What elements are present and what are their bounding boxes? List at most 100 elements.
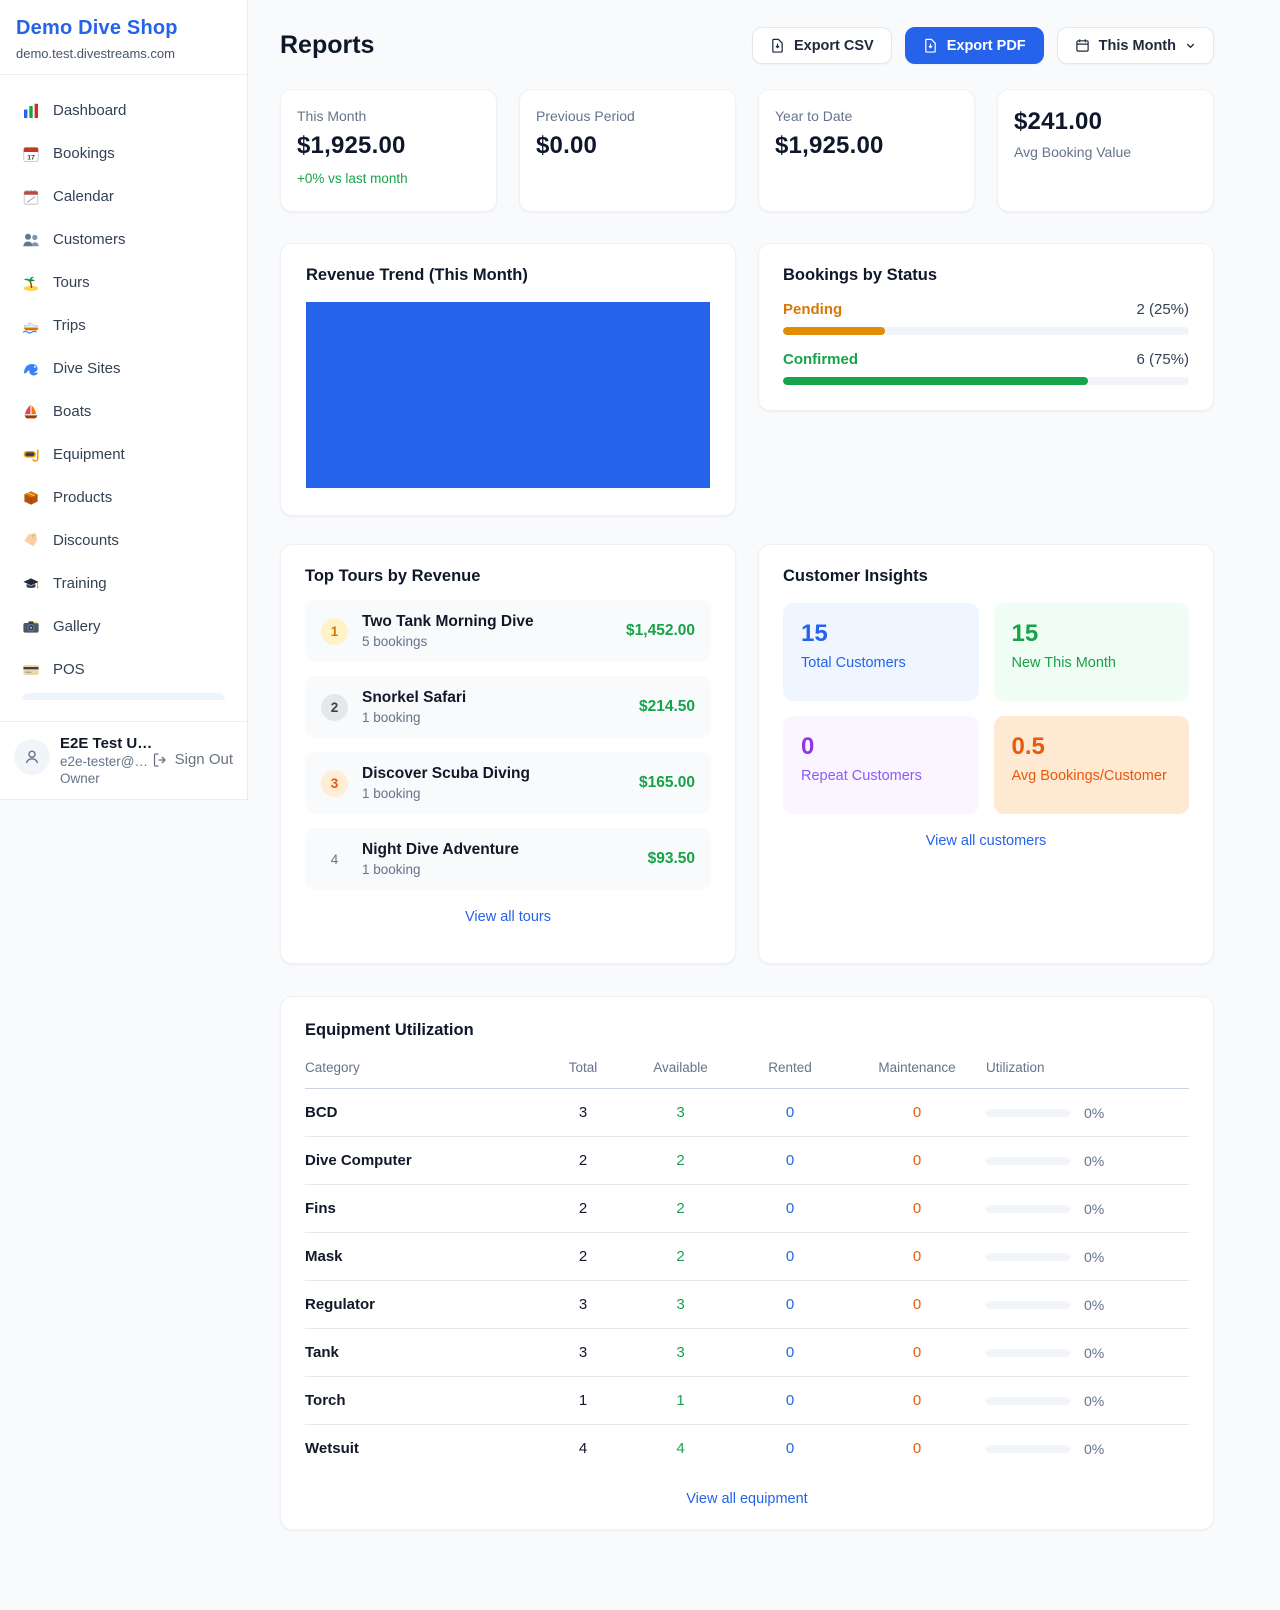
cell-maintenance: 0: [848, 1136, 986, 1185]
sidebar-item-label: Dashboard: [53, 102, 127, 119]
export-pdf-button[interactable]: Export PDF: [904, 27, 1044, 64]
cell-total: 3: [537, 1088, 629, 1137]
sidebar-item-label: Training: [53, 575, 107, 592]
customer-insights-title: Customer Insights: [783, 567, 928, 585]
rank-badge: 3: [321, 769, 348, 797]
package-icon: [22, 489, 40, 507]
rank-badge: 1: [321, 617, 348, 645]
sidebar-item-label: Discounts: [53, 532, 119, 549]
stat-value: $1,925.00: [297, 132, 406, 159]
col-utilization: Utilization: [986, 1060, 1189, 1089]
sidebar-item-discounts[interactable]: Discounts: [12, 519, 235, 562]
bookings-by-status-card: Bookings by Status Pending 2 (25%) Confi…: [758, 243, 1214, 411]
brand-title[interactable]: Demo Dive Shop: [16, 17, 178, 39]
cell-maintenance: 0: [848, 1232, 986, 1281]
stat-value: $1,925.00: [775, 132, 884, 159]
utilization-pct: 0%: [1084, 1344, 1105, 1361]
sidebar-item-products[interactable]: Products: [12, 476, 235, 519]
col-total: Total: [537, 1060, 629, 1089]
cell-total: 3: [537, 1328, 629, 1377]
tile-label: New This Month: [1011, 655, 1117, 671]
sidebar-item-customers[interactable]: Customers: [12, 218, 235, 261]
sidebar-item-gallery[interactable]: Gallery: [12, 605, 235, 648]
sidebar-item-bookings[interactable]: 17 Bookings: [12, 132, 235, 175]
stat-card-previous-period: Previous Period $0.00: [519, 89, 736, 212]
top-tours-title: Top Tours by Revenue: [305, 567, 481, 585]
brand-domain: demo.test.divestreams.com: [16, 46, 175, 61]
cell-category: Torch: [305, 1376, 537, 1425]
cell-available: 3: [629, 1328, 732, 1377]
bookings-by-status-title: Bookings by Status: [783, 266, 938, 284]
status-count: 6 (75%): [1136, 351, 1189, 368]
revenue-trend-chart: [306, 302, 710, 488]
stat-cards: This Month $1,925.00 +0% vs last month P…: [280, 89, 1214, 212]
sidebar-item-dive-sites[interactable]: Dive Sites: [12, 347, 235, 390]
tile-value: 0: [801, 733, 815, 760]
sidebar-item-reports-partial[interactable]: [22, 693, 225, 700]
header-actions: Export CSV Export PDF This Month: [751, 27, 1214, 64]
sidebar-item-label: POS: [53, 661, 85, 678]
tile-value: 0.5: [1011, 733, 1045, 760]
cell-total: 2: [537, 1184, 629, 1233]
stat-card-this-month: This Month $1,925.00 +0% vs last month: [280, 89, 497, 212]
equipment-table: Category Total Available Rented Maintena…: [305, 1060, 1189, 1472]
stat-value: $241.00: [1014, 108, 1103, 135]
charts-row: Revenue Trend (This Month) Bookings by S…: [280, 243, 1214, 516]
insight-tiles: 15 Total Customers 15 New This Month 0 R…: [783, 603, 1189, 814]
period-select[interactable]: This Month: [1056, 27, 1214, 64]
table-row: Regulator 3 3 0 0 0%: [305, 1280, 1189, 1329]
tour-row[interactable]: 3 Discover Scuba Diving 1 booking $165.0…: [305, 752, 711, 814]
sidebar-item-dashboard[interactable]: Dashboard: [12, 89, 235, 132]
view-all-equipment-link[interactable]: View all equipment: [686, 1491, 808, 1507]
calendar-icon: [1075, 39, 1089, 52]
sidebar-item-trips[interactable]: Trips: [12, 304, 235, 347]
tour-bookings: 1 booking: [362, 862, 421, 877]
utilization-pct: 0%: [1084, 1296, 1105, 1313]
file-download-icon: [924, 38, 936, 53]
view-all-customers-link[interactable]: View all customers: [925, 833, 1047, 849]
sidebar-item-label: Bookings: [53, 145, 115, 162]
cell-available: 4: [676, 1440, 685, 1457]
sidebar-item-equipment[interactable]: Equipment: [12, 433, 235, 476]
utilization-pct: 0%: [1084, 1392, 1105, 1409]
sidebar-item-calendar[interactable]: Calendar: [12, 175, 235, 218]
sign-out-button[interactable]: Sign Out: [152, 751, 233, 768]
user-name: E2E Test U…: [60, 735, 153, 752]
sidebar: Demo Dive Shop demo.test.divestreams.com…: [0, 0, 248, 800]
tile-label: Repeat Customers: [801, 768, 922, 784]
credit-card-icon: [22, 661, 40, 679]
svg-text:17: 17: [27, 154, 35, 161]
tear-off-calendar-icon: [22, 188, 40, 206]
sidebar-nav: Dashboard 17 Bookings Calendar Customers…: [0, 75, 247, 721]
cell-maintenance: 0: [912, 1440, 922, 1457]
view-all-tours-link[interactable]: View all tours: [465, 909, 551, 925]
sidebar-item-pos[interactable]: POS: [12, 648, 235, 691]
user-role: Owner: [60, 771, 100, 786]
graduation-cap-icon: [22, 575, 40, 593]
cell-category: Regulator: [305, 1280, 537, 1329]
table-row: Torch 1 1 0 0 0%: [305, 1376, 1189, 1425]
tour-row[interactable]: 2 Snorkel Safari 1 booking $214.50: [305, 676, 711, 738]
sidebar-item-boats[interactable]: Boats: [12, 390, 235, 433]
cell-category: BCD: [305, 1088, 537, 1137]
export-pdf-label: Export PDF: [946, 37, 1026, 54]
tour-row[interactable]: 4 Night Dive Adventure 1 booking $93.50: [305, 828, 711, 890]
status-progress-fill: [783, 327, 885, 335]
status-progress-fill: [783, 377, 1088, 385]
table-row: BCD 3 3 0 0 0%: [305, 1088, 1189, 1137]
equipment-utilization-card: Equipment Utilization Category Total Ava…: [280, 996, 1214, 1530]
tour-row[interactable]: 1 Two Tank Morning Dive 5 bookings $1,45…: [305, 600, 711, 662]
sidebar-item-label: Equipment: [53, 446, 125, 463]
sidebar-item-label: Boats: [53, 403, 92, 420]
sidebar-item-training[interactable]: Training: [12, 562, 235, 605]
cell-maintenance: 0: [848, 1280, 986, 1329]
utilization-cell: 0%: [986, 1297, 1189, 1313]
speedboat-icon: [22, 317, 40, 335]
revenue-trend-title: Revenue Trend (This Month): [306, 266, 528, 284]
user-panel: E2E Test U… e2e-tester@… Owner Sign Out: [0, 721, 247, 799]
export-csv-button[interactable]: Export CSV: [751, 27, 892, 64]
chevron-down-icon: [1186, 43, 1195, 49]
tour-bookings: 5 bookings: [362, 634, 428, 649]
sidebar-item-tours[interactable]: Tours: [12, 261, 235, 304]
